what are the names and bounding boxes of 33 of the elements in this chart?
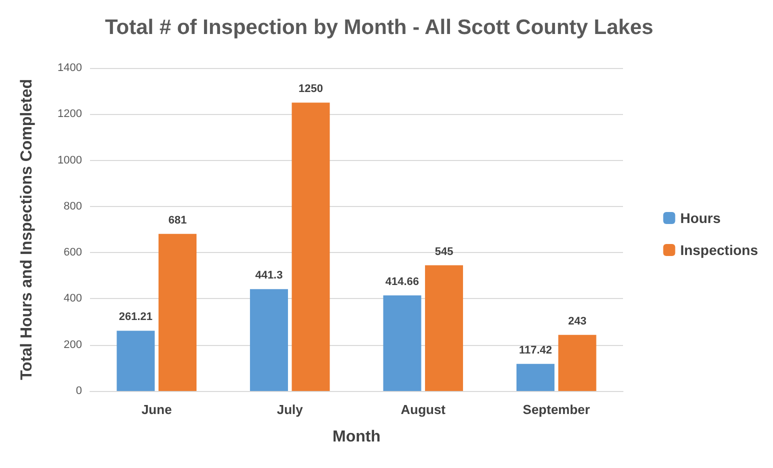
legend-label: Hours bbox=[680, 210, 721, 226]
x-tick-label: September bbox=[522, 402, 590, 417]
y-tick-label: 1000 bbox=[58, 154, 82, 166]
y-tick-label: 200 bbox=[64, 338, 82, 351]
data-label: 117.42 bbox=[518, 344, 552, 356]
y-tick-label: 1400 bbox=[58, 62, 82, 74]
chart-title: Total # of Inspection by Month - All Scott County Lakes bbox=[105, 16, 654, 39]
y-tick-label: 0 bbox=[76, 385, 82, 397]
bar bbox=[250, 289, 288, 391]
data-label: 681 bbox=[168, 214, 187, 226]
y-tick-label: 400 bbox=[64, 292, 82, 305]
data-label: 441.3 bbox=[255, 270, 283, 282]
y-axis-title: Total Hours and Inspections Completed bbox=[18, 78, 36, 380]
x-tick-label: August bbox=[400, 402, 446, 417]
y-tick-label: 600 bbox=[64, 246, 82, 259]
legend-label: Inspections bbox=[680, 242, 758, 258]
y-tick-label: 800 bbox=[64, 200, 82, 212]
bar bbox=[516, 364, 554, 391]
data-label: 1250 bbox=[298, 83, 324, 96]
bar bbox=[383, 295, 422, 391]
x-tick-label: July bbox=[276, 402, 304, 417]
bar bbox=[425, 265, 464, 391]
bar bbox=[292, 102, 330, 391]
x-axis-title: Month bbox=[332, 428, 380, 446]
bar bbox=[116, 330, 155, 391]
data-label: 545 bbox=[434, 246, 454, 258]
x-tick-label: June bbox=[141, 402, 172, 417]
data-label: 414.66 bbox=[385, 276, 420, 288]
bar bbox=[558, 334, 596, 391]
data-label: 243 bbox=[568, 315, 586, 328]
y-tick-label: 1200 bbox=[58, 108, 82, 120]
data-label: 261.21 bbox=[118, 311, 153, 324]
bar bbox=[158, 234, 197, 391]
